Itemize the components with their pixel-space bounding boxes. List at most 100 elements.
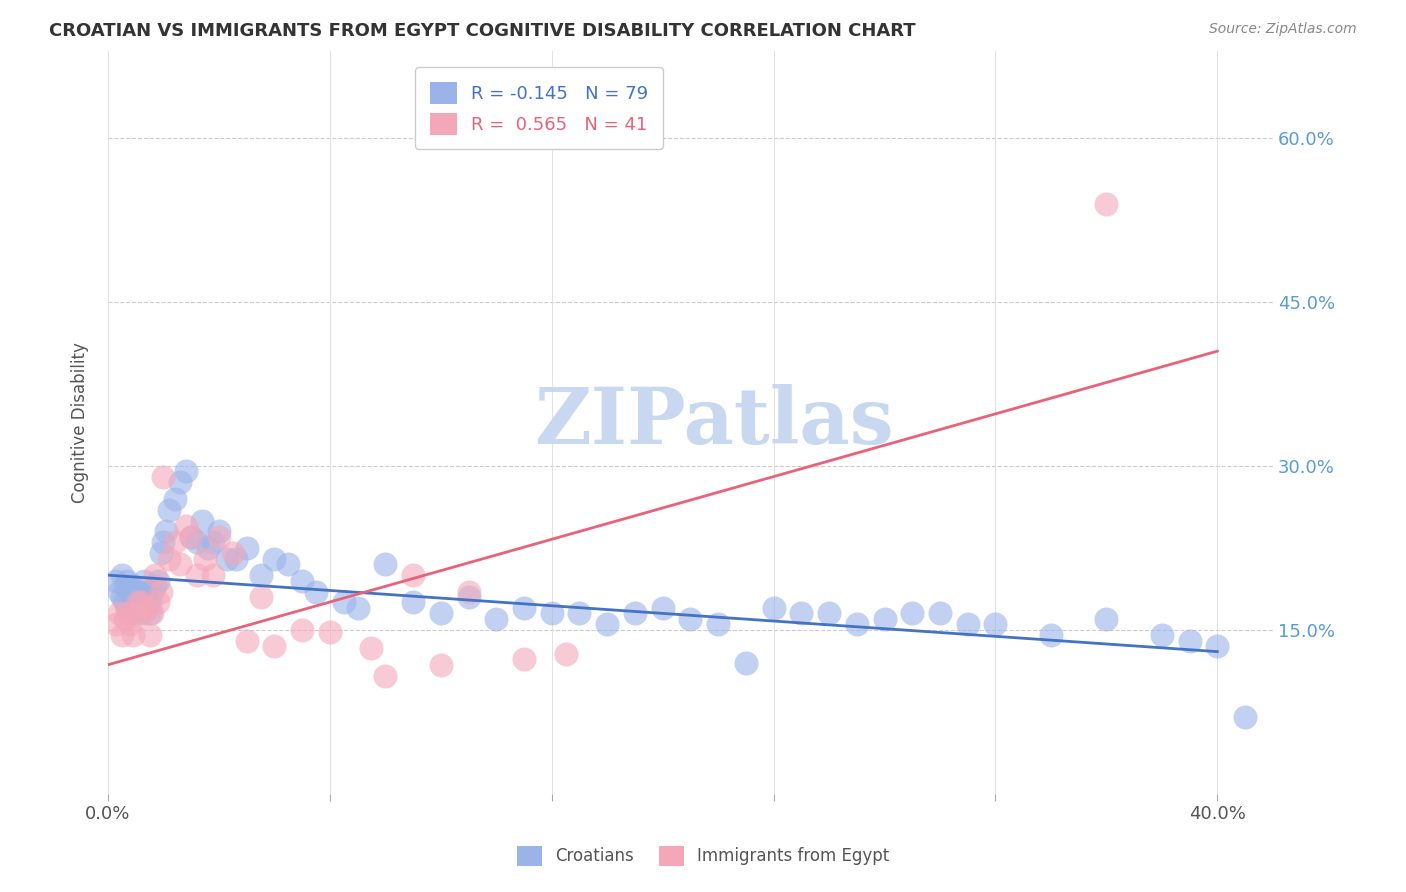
Point: [402, 568, 425, 582]
Point: [929, 607, 952, 621]
Point: [540, 607, 562, 621]
Point: [197, 541, 219, 555]
Point: [513, 601, 536, 615]
Point: [956, 617, 979, 632]
Point: [108, 584, 131, 599]
Point: [129, 595, 152, 609]
Point: [485, 612, 508, 626]
Point: [194, 551, 217, 566]
Point: [790, 607, 813, 621]
Point: [114, 595, 136, 609]
Point: [235, 633, 257, 648]
Point: [155, 524, 177, 539]
Point: [174, 519, 197, 533]
Text: CROATIAN VS IMMIGRANTS FROM EGYPT COGNITIVE DISABILITY CORRELATION CHART: CROATIAN VS IMMIGRANTS FROM EGYPT COGNIT…: [49, 22, 915, 40]
Point: [125, 584, 148, 599]
Y-axis label: Cognitive Disability: Cognitive Disability: [72, 342, 89, 502]
Point: [762, 601, 785, 615]
Point: [117, 607, 139, 621]
Point: [157, 502, 180, 516]
Point: [128, 595, 150, 609]
Point: [202, 535, 225, 549]
Point: [149, 546, 172, 560]
Point: [169, 475, 191, 490]
Point: [568, 607, 591, 621]
Point: [222, 546, 245, 560]
Point: [180, 530, 202, 544]
Point: [128, 584, 150, 599]
Point: [186, 568, 208, 582]
Point: [157, 551, 180, 566]
Point: [138, 595, 160, 609]
Point: [132, 590, 155, 604]
Point: [346, 601, 368, 615]
Point: [845, 617, 868, 632]
Point: [319, 624, 342, 639]
Point: [169, 558, 191, 572]
Point: [191, 514, 214, 528]
Point: [111, 590, 134, 604]
Point: [120, 607, 142, 621]
Point: [217, 551, 239, 566]
Point: [513, 652, 536, 666]
Point: [105, 617, 128, 632]
Point: [679, 612, 702, 626]
Point: [457, 590, 479, 604]
Point: [146, 595, 169, 609]
Point: [180, 530, 202, 544]
Point: [1234, 710, 1257, 724]
Point: [122, 595, 145, 609]
Point: [596, 617, 619, 632]
Point: [143, 579, 166, 593]
Point: [125, 601, 148, 615]
Point: [818, 607, 841, 621]
Point: [111, 568, 134, 582]
Legend: R = -0.145   N = 79, R =  0.565   N = 41: R = -0.145 N = 79, R = 0.565 N = 41: [415, 67, 662, 149]
Point: [122, 579, 145, 593]
Point: [624, 607, 647, 621]
Point: [554, 647, 576, 661]
Point: [249, 568, 271, 582]
Point: [114, 612, 136, 626]
Text: Source: ZipAtlas.com: Source: ZipAtlas.com: [1209, 22, 1357, 37]
Point: [163, 535, 186, 549]
Point: [186, 535, 208, 549]
Point: [135, 601, 157, 615]
Point: [132, 574, 155, 588]
Point: [122, 628, 145, 642]
Point: [1095, 612, 1118, 626]
Point: [263, 639, 285, 653]
Text: ZIPatlas: ZIPatlas: [534, 384, 893, 460]
Point: [146, 574, 169, 588]
Point: [149, 584, 172, 599]
Point: [111, 628, 134, 642]
Point: [277, 558, 299, 572]
Point: [108, 607, 131, 621]
Point: [208, 530, 231, 544]
Point: [152, 470, 174, 484]
Point: [457, 584, 479, 599]
Point: [374, 668, 396, 682]
Point: [117, 601, 139, 615]
Point: [707, 617, 730, 632]
Point: [263, 551, 285, 566]
Point: [651, 601, 673, 615]
Point: [141, 607, 163, 621]
Point: [143, 568, 166, 582]
Point: [235, 541, 257, 555]
Point: [129, 607, 152, 621]
Point: [305, 584, 328, 599]
Point: [132, 607, 155, 621]
Point: [332, 595, 354, 609]
Point: [105, 574, 128, 588]
Point: [120, 617, 142, 632]
Point: [225, 551, 247, 566]
Point: [129, 590, 152, 604]
Point: [430, 607, 453, 621]
Point: [1178, 633, 1201, 648]
Point: [1039, 628, 1062, 642]
Point: [120, 584, 142, 599]
Point: [135, 595, 157, 609]
Point: [291, 623, 314, 637]
Point: [125, 607, 148, 621]
